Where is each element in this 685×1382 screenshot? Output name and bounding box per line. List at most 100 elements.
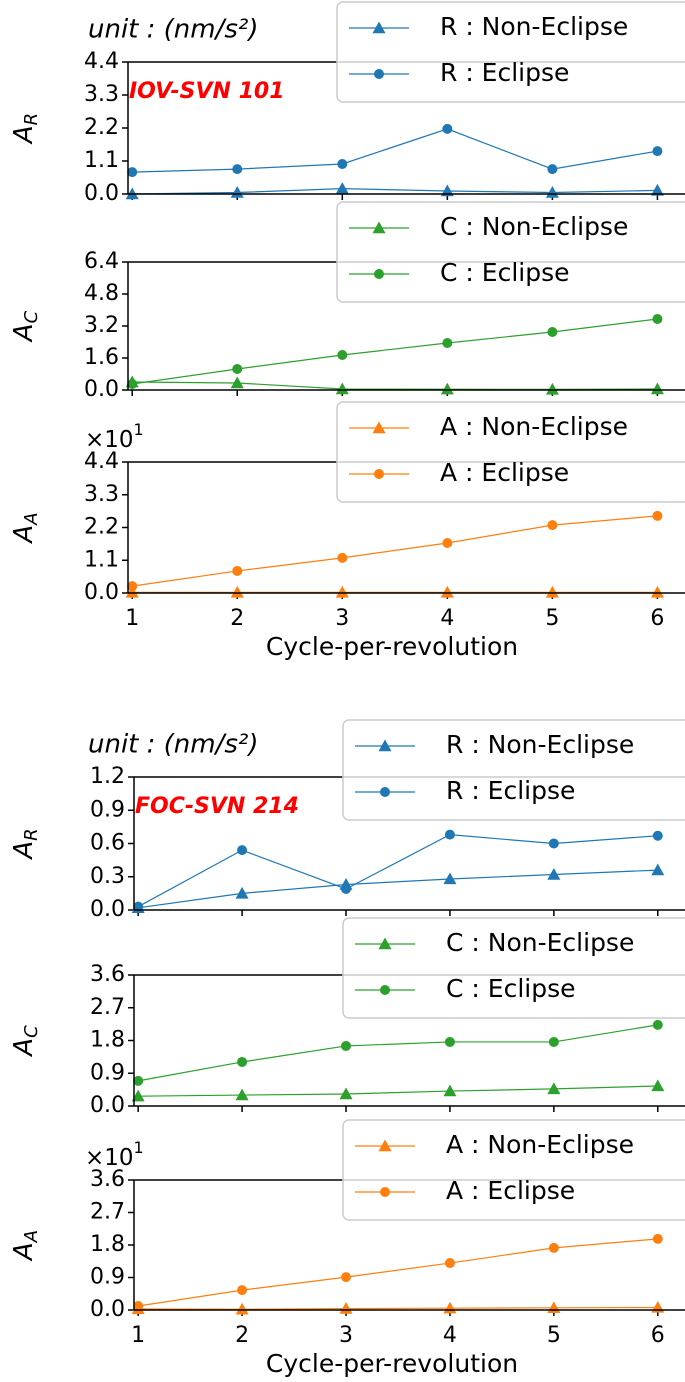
y-tick-label: 1.1 <box>84 547 119 572</box>
legend-marker <box>372 221 386 234</box>
y-axis-label: AC <box>9 1025 43 1058</box>
marker <box>337 159 348 169</box>
marker <box>230 186 244 198</box>
marker <box>652 314 663 324</box>
marker <box>651 863 665 876</box>
x-tick-label: 2 <box>235 1323 249 1348</box>
y-tick-label: 1.8 <box>90 1028 125 1053</box>
x-axis-label: Cycle-per-revolution <box>266 1349 518 1378</box>
marker <box>652 510 663 521</box>
marker <box>545 382 559 395</box>
y-tick-label: 3.6 <box>90 1167 125 1192</box>
marker <box>652 1019 663 1030</box>
legend-box <box>336 201 685 303</box>
legend-label: R : Non-Eclipse <box>446 730 634 759</box>
legend-label: A : Non-Eclipse <box>446 1130 634 1159</box>
marker <box>545 186 559 198</box>
legend-label: A : Eclipse <box>440 458 569 487</box>
y-tick-label: 0.0 <box>84 377 119 402</box>
y-tick-label: 0.0 <box>90 897 125 922</box>
legend-marker <box>380 1187 390 1197</box>
legend-label: A : Eclipse <box>446 1176 575 1205</box>
marker <box>133 901 144 912</box>
y-tick-label: 6.4 <box>84 249 119 274</box>
marker <box>443 1084 457 1097</box>
legend-marker <box>374 269 384 279</box>
marker <box>548 838 559 849</box>
marker <box>335 585 349 598</box>
marker <box>235 1302 249 1315</box>
legend-marker <box>374 469 384 479</box>
y-axis-label-main: A <box>9 841 39 861</box>
marker <box>341 883 352 894</box>
y-axis-label: AC <box>9 310 43 343</box>
marker <box>235 886 249 899</box>
marker <box>444 1258 455 1269</box>
marker <box>652 146 663 157</box>
marker <box>651 1300 665 1313</box>
marker <box>440 585 454 598</box>
satellite-label: FOC-SVN 214 <box>135 794 299 819</box>
y-tick-label: 1.8 <box>90 1232 125 1257</box>
y-tick-label: 0.9 <box>90 1265 125 1290</box>
x-tick-label: 1 <box>125 606 139 631</box>
y-tick-label: 4.4 <box>84 449 119 474</box>
marker <box>547 868 561 880</box>
series-line <box>138 1024 658 1082</box>
legend-marker <box>374 69 384 79</box>
legend-marker <box>372 21 386 34</box>
legend-marker <box>372 421 386 434</box>
y-axis-label: AA <box>9 1230 43 1262</box>
y-tick-label: 1.6 <box>84 345 119 370</box>
series-line <box>137 834 658 908</box>
legend-box <box>336 401 685 503</box>
series-line <box>132 381 658 391</box>
marker <box>442 123 453 134</box>
marker <box>444 1036 455 1047</box>
marker <box>337 350 348 360</box>
y-tick-label: 0.0 <box>90 1093 125 1118</box>
marker <box>237 1056 248 1067</box>
y-tick-label: 0.9 <box>90 797 125 822</box>
legend-box <box>342 1119 685 1221</box>
marker <box>335 382 349 395</box>
y-tick-label: 0.0 <box>90 1297 125 1322</box>
marker <box>651 1079 665 1092</box>
axis-multiplier: ×101 <box>85 420 144 453</box>
marker <box>442 338 453 348</box>
satellite-label: IOV-SVN 101 <box>129 79 285 104</box>
marker <box>650 183 664 196</box>
marker <box>232 364 243 374</box>
y-axis-label-subscript: R <box>21 113 42 126</box>
marker <box>335 182 349 194</box>
y-tick-label: 3.3 <box>84 482 119 507</box>
marker <box>131 1089 145 1102</box>
marker <box>232 565 243 576</box>
axis-multiplier-base: ×10 <box>85 1145 134 1171</box>
legend-label: R : Eclipse <box>440 58 569 87</box>
legend-label: A : Non-Eclipse <box>440 412 628 441</box>
y-tick-label: 1.1 <box>84 148 119 173</box>
legend-marker <box>378 937 392 950</box>
legend-box <box>342 719 685 821</box>
y-tick-label: 1.2 <box>90 764 125 789</box>
series-line <box>132 187 658 195</box>
unit-annotation: unit : (nm/s²) <box>88 730 259 760</box>
series-line <box>138 1238 658 1307</box>
marker <box>443 872 457 885</box>
y-tick-label: 4.4 <box>84 49 119 74</box>
series-line <box>132 515 658 587</box>
series-line <box>138 869 658 909</box>
x-tick-label: 5 <box>547 1323 561 1348</box>
legend-box <box>342 917 685 1019</box>
y-axis-label: AR <box>9 828 43 860</box>
y-axis-label: AR <box>9 113 43 145</box>
legend-marker <box>380 985 390 995</box>
y-tick-label: 0.9 <box>90 1060 125 1085</box>
y-axis-label-main: A <box>9 323 39 343</box>
marker <box>133 1075 144 1086</box>
marker <box>230 585 244 598</box>
marker <box>652 1233 663 1244</box>
legend-box <box>336 1 685 103</box>
